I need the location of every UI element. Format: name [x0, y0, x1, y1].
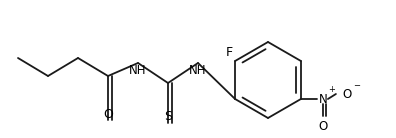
- Text: +: +: [328, 85, 335, 94]
- Text: F: F: [226, 47, 233, 59]
- Text: S: S: [164, 111, 172, 124]
- Text: NH: NH: [129, 64, 147, 78]
- Text: O: O: [318, 120, 327, 132]
- Text: −: −: [353, 81, 360, 90]
- Text: O: O: [103, 108, 113, 120]
- Text: N: N: [318, 92, 327, 105]
- Text: O: O: [342, 87, 352, 100]
- Text: NH: NH: [189, 64, 207, 78]
